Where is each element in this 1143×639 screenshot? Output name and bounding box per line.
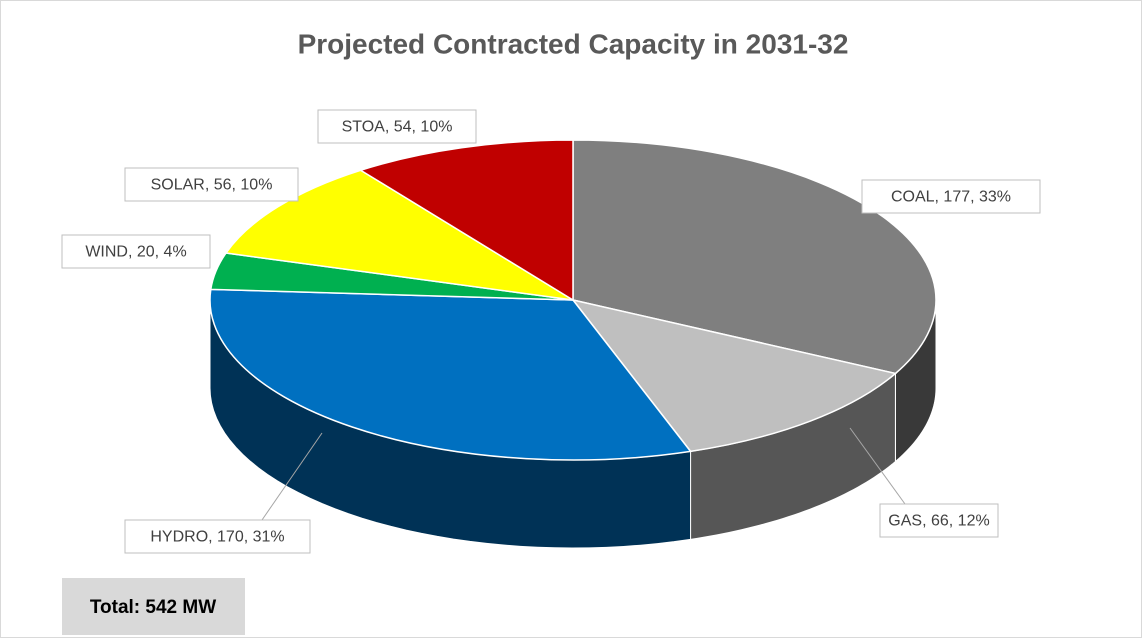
data-label: GAS, 66, 12% [888, 513, 989, 530]
leader-line [849, 427, 906, 505]
data-label: STOA, 54, 10% [342, 119, 453, 136]
data-label: HYDRO, 170, 31% [150, 529, 284, 546]
slice [358, 139, 574, 302]
leader-line [261, 432, 323, 521]
slice [571, 298, 898, 453]
total-box [62, 578, 245, 635]
label-box [861, 179, 1041, 214]
label-box [124, 519, 311, 554]
slice [224, 169, 574, 301]
label-box [317, 109, 477, 144]
label-box [124, 167, 299, 202]
slice [209, 288, 692, 461]
label-box [61, 234, 211, 269]
data-label: COAL, 177, 33% [891, 189, 1011, 206]
chart-title: Projected Contracted Capacity in 2031-32 [298, 28, 849, 59]
label-box [879, 503, 999, 538]
slice [572, 139, 937, 375]
total-annotation: Total: 542 MW [90, 597, 216, 618]
data-label: SOLAR, 56, 10% [151, 177, 273, 194]
data-label: WIND, 20, 4% [85, 244, 186, 261]
